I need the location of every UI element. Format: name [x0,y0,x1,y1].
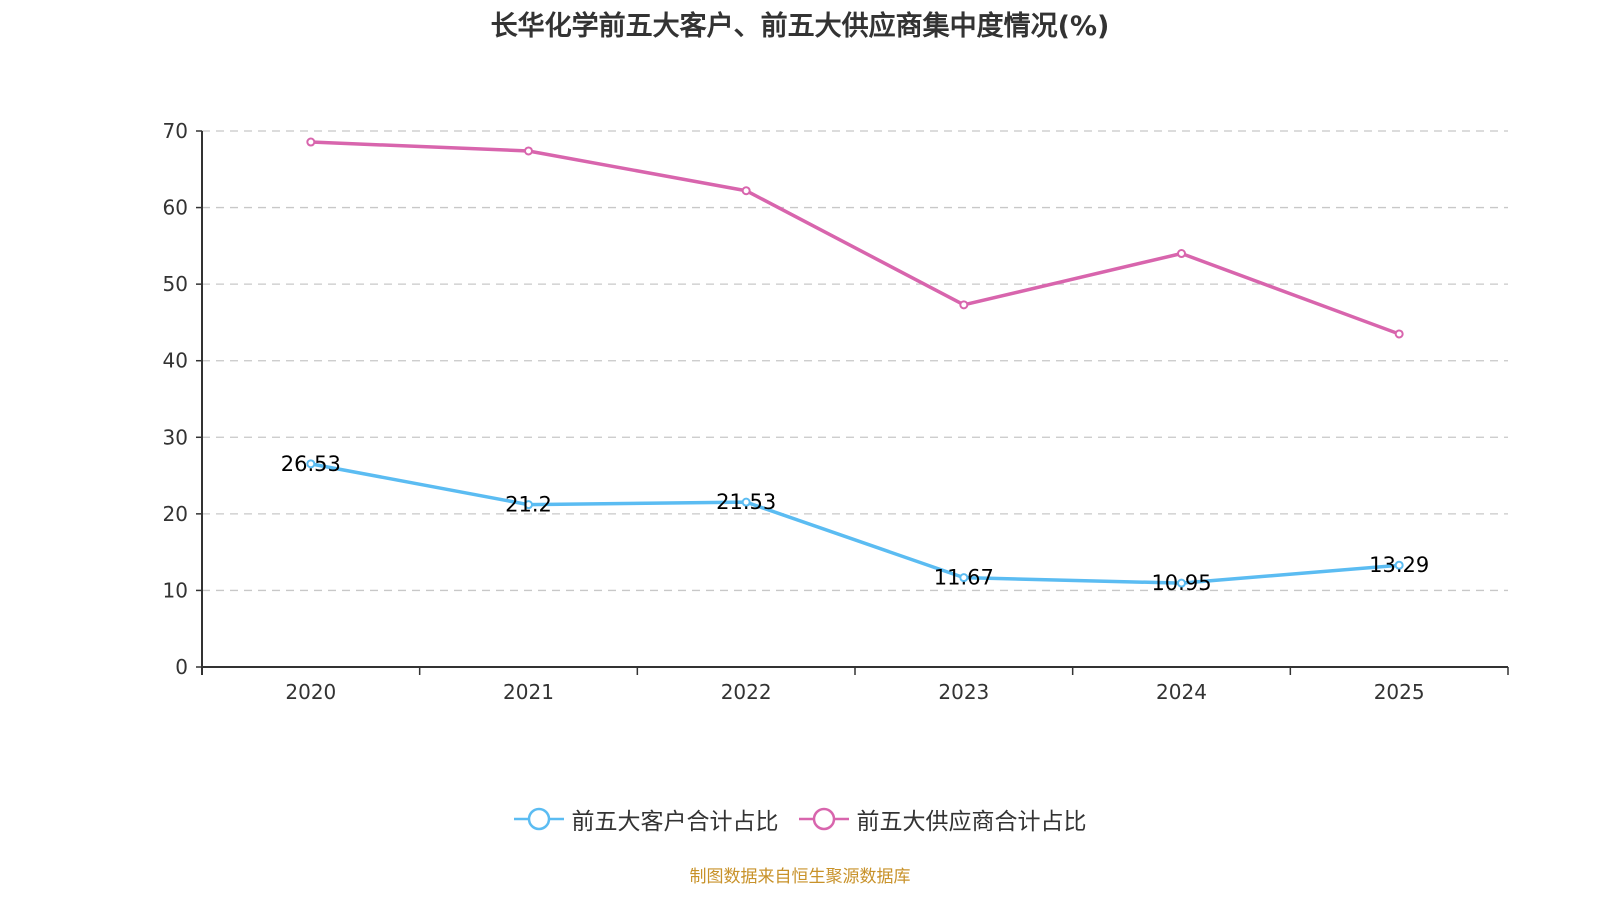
data-point [959,300,969,310]
source-note: 制图数据来自恒生聚源数据库 [689,867,911,887]
data-label: 10.95 [1151,571,1211,595]
x-tick-label: 2022 [721,680,772,704]
legend-item-suppliers[interactable]: 前五大供应商合计占比 [798,802,1087,836]
y-tick-label: 10 [163,578,188,602]
y-tick-label: 50 [163,272,188,296]
data-label: 26.53 [281,452,341,476]
data-labels: 26.53 21.2 21.53 11.67 10.95 13.29 [281,452,1429,595]
data-point [741,186,751,196]
legend: 前五大客户合计占比 前五大供应商合计占比 [0,802,1600,836]
y-tick-label: 20 [163,502,188,526]
data-label: 21.2 [505,493,552,517]
data-point [524,146,533,156]
data-label: 11.67 [934,566,994,590]
axes: 0 10 20 30 40 50 60 70 2020 2021 2022 2023 2024 2025 [163,119,1509,704]
x-tick-label: 2023 [938,680,989,704]
chart-title: 长华化学前五大客户、前五大供应商集中度情况(%) [490,11,1110,42]
data-label: 21.53 [716,490,776,514]
data-point [1394,329,1404,339]
data-point [524,500,533,510]
data-point [1394,560,1404,570]
legend-item-customers[interactable]: 前五大客户合计占比 [513,802,779,836]
grid-lines [202,130,1508,592]
series-line-0 [310,462,1400,585]
series-lines [306,137,1404,588]
x-tick-label: 2020 [285,680,336,704]
x-tick-label: 2025 [1374,680,1425,704]
legend-line-circle-icon [513,807,564,831]
y-tick-label: 30 [163,425,188,449]
series-line-1 [310,140,1400,336]
legend-label: 前五大供应商合计占比 [856,809,1087,835]
data-point [959,573,969,583]
x-tick-label: 2021 [503,680,554,704]
data-point [306,459,316,469]
legend-line-circle-icon [798,807,849,831]
data-point [1177,249,1186,259]
y-tick-label: 40 [163,349,188,373]
data-label: 13.29 [1369,553,1429,577]
y-tick-label: 70 [163,119,188,143]
legend-label: 前五大客户合计占比 [571,809,779,835]
data-point [1177,578,1186,588]
x-tick-label: 2024 [1156,680,1207,704]
data-point [741,497,751,507]
y-tick-label: 60 [163,196,188,220]
y-tick-label: 0 [175,655,188,679]
data-point [306,137,316,147]
